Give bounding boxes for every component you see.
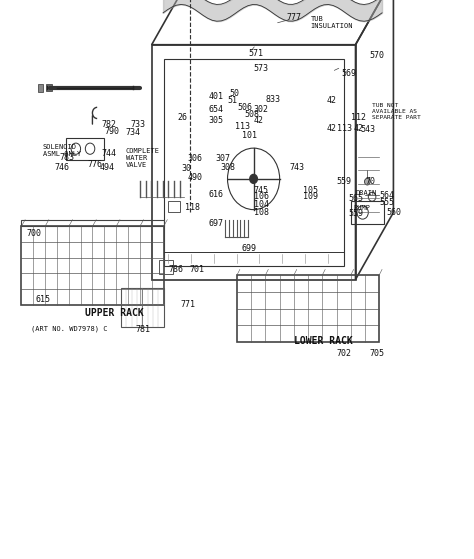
Text: 564: 564 bbox=[379, 191, 394, 200]
Text: 734: 734 bbox=[126, 128, 141, 137]
Text: 118: 118 bbox=[185, 203, 200, 212]
Text: 733: 733 bbox=[130, 120, 146, 129]
Text: TUB
INSULATION: TUB INSULATION bbox=[310, 16, 353, 29]
Text: (ART NO. WD7978) C: (ART NO. WD7978) C bbox=[31, 325, 107, 332]
Text: 615: 615 bbox=[36, 295, 51, 304]
Text: 565: 565 bbox=[348, 194, 364, 203]
Text: 569: 569 bbox=[341, 69, 356, 78]
Text: 26: 26 bbox=[178, 113, 188, 122]
Bar bbox=[159, 260, 173, 274]
Text: 508: 508 bbox=[244, 110, 259, 119]
Text: 783: 783 bbox=[59, 153, 74, 162]
Text: 745: 745 bbox=[254, 186, 269, 195]
Text: 305: 305 bbox=[209, 116, 224, 125]
Text: 570: 570 bbox=[370, 51, 385, 60]
Text: 697: 697 bbox=[209, 219, 224, 228]
Text: 113: 113 bbox=[337, 124, 352, 133]
Text: 743: 743 bbox=[289, 163, 304, 172]
Circle shape bbox=[365, 178, 370, 185]
Circle shape bbox=[250, 174, 257, 183]
Text: COMPLETE
WATER
VALVE: COMPLETE WATER VALVE bbox=[126, 148, 160, 168]
Text: 746: 746 bbox=[55, 163, 70, 172]
Text: 790: 790 bbox=[104, 127, 119, 136]
Text: 555: 555 bbox=[379, 198, 394, 207]
Text: 42: 42 bbox=[327, 96, 337, 105]
Text: 42: 42 bbox=[254, 116, 264, 125]
Text: 30: 30 bbox=[181, 164, 191, 173]
Text: 777: 777 bbox=[287, 13, 302, 22]
Text: 401: 401 bbox=[209, 92, 224, 101]
Text: SOLENOID
ASML ONLY: SOLENOID ASML ONLY bbox=[43, 144, 81, 158]
Text: 105: 105 bbox=[303, 186, 319, 195]
Text: 490: 490 bbox=[187, 173, 202, 182]
Text: 543: 543 bbox=[360, 125, 375, 134]
Bar bbox=[21, 226, 164, 305]
Text: 308: 308 bbox=[220, 163, 236, 172]
Text: 782: 782 bbox=[102, 120, 117, 129]
Text: 70: 70 bbox=[365, 177, 375, 186]
Text: 106: 106 bbox=[254, 192, 269, 201]
Text: 42: 42 bbox=[327, 124, 337, 133]
Text: 654: 654 bbox=[209, 105, 224, 113]
Text: 616: 616 bbox=[209, 190, 224, 199]
Text: 771: 771 bbox=[180, 300, 195, 309]
Text: 560: 560 bbox=[386, 208, 401, 217]
Text: TUB NOT
AVAILABLE AS
SEPARATE PART: TUB NOT AVAILABLE AS SEPARATE PART bbox=[372, 103, 421, 120]
Text: 42: 42 bbox=[353, 124, 363, 133]
Bar bbox=[21, 220, 164, 226]
Text: 112: 112 bbox=[351, 113, 366, 122]
Text: 104: 104 bbox=[254, 200, 269, 209]
Text: 702: 702 bbox=[337, 349, 352, 358]
Text: 781: 781 bbox=[135, 325, 150, 334]
Bar bbox=[66, 138, 104, 160]
Bar bbox=[351, 201, 384, 224]
Text: 307: 307 bbox=[216, 154, 231, 163]
Text: 302: 302 bbox=[254, 105, 269, 113]
Text: 559: 559 bbox=[337, 177, 352, 186]
Text: 705: 705 bbox=[370, 349, 385, 358]
Bar bbox=[46, 84, 52, 91]
Text: 744: 744 bbox=[102, 149, 117, 158]
Text: 494: 494 bbox=[100, 163, 115, 172]
Text: 700: 700 bbox=[26, 229, 41, 238]
Bar bbox=[38, 84, 43, 92]
Bar bbox=[121, 288, 164, 327]
Text: DRAIN: DRAIN bbox=[356, 190, 377, 196]
Text: UPPER RACK: UPPER RACK bbox=[85, 308, 144, 318]
Bar bbox=[237, 275, 379, 342]
Text: LOWER RACK: LOWER RACK bbox=[294, 336, 353, 346]
Text: 50: 50 bbox=[230, 89, 240, 98]
Text: 573: 573 bbox=[254, 64, 269, 73]
Text: 108: 108 bbox=[254, 208, 269, 217]
Text: 306: 306 bbox=[187, 154, 202, 163]
Text: 786: 786 bbox=[168, 266, 183, 274]
Bar bbox=[168, 201, 180, 212]
Text: 506: 506 bbox=[237, 103, 252, 112]
Text: 571: 571 bbox=[249, 49, 264, 58]
Text: 51: 51 bbox=[228, 96, 237, 105]
Text: 109: 109 bbox=[303, 192, 319, 201]
Text: 101: 101 bbox=[242, 131, 257, 140]
Text: 113: 113 bbox=[235, 122, 250, 131]
Text: 699: 699 bbox=[242, 244, 257, 253]
Text: 701: 701 bbox=[190, 266, 205, 274]
Text: 559: 559 bbox=[348, 209, 364, 218]
Text: 776: 776 bbox=[88, 160, 103, 169]
Text: 833: 833 bbox=[265, 95, 281, 104]
Text: PUMP: PUMP bbox=[353, 205, 370, 211]
